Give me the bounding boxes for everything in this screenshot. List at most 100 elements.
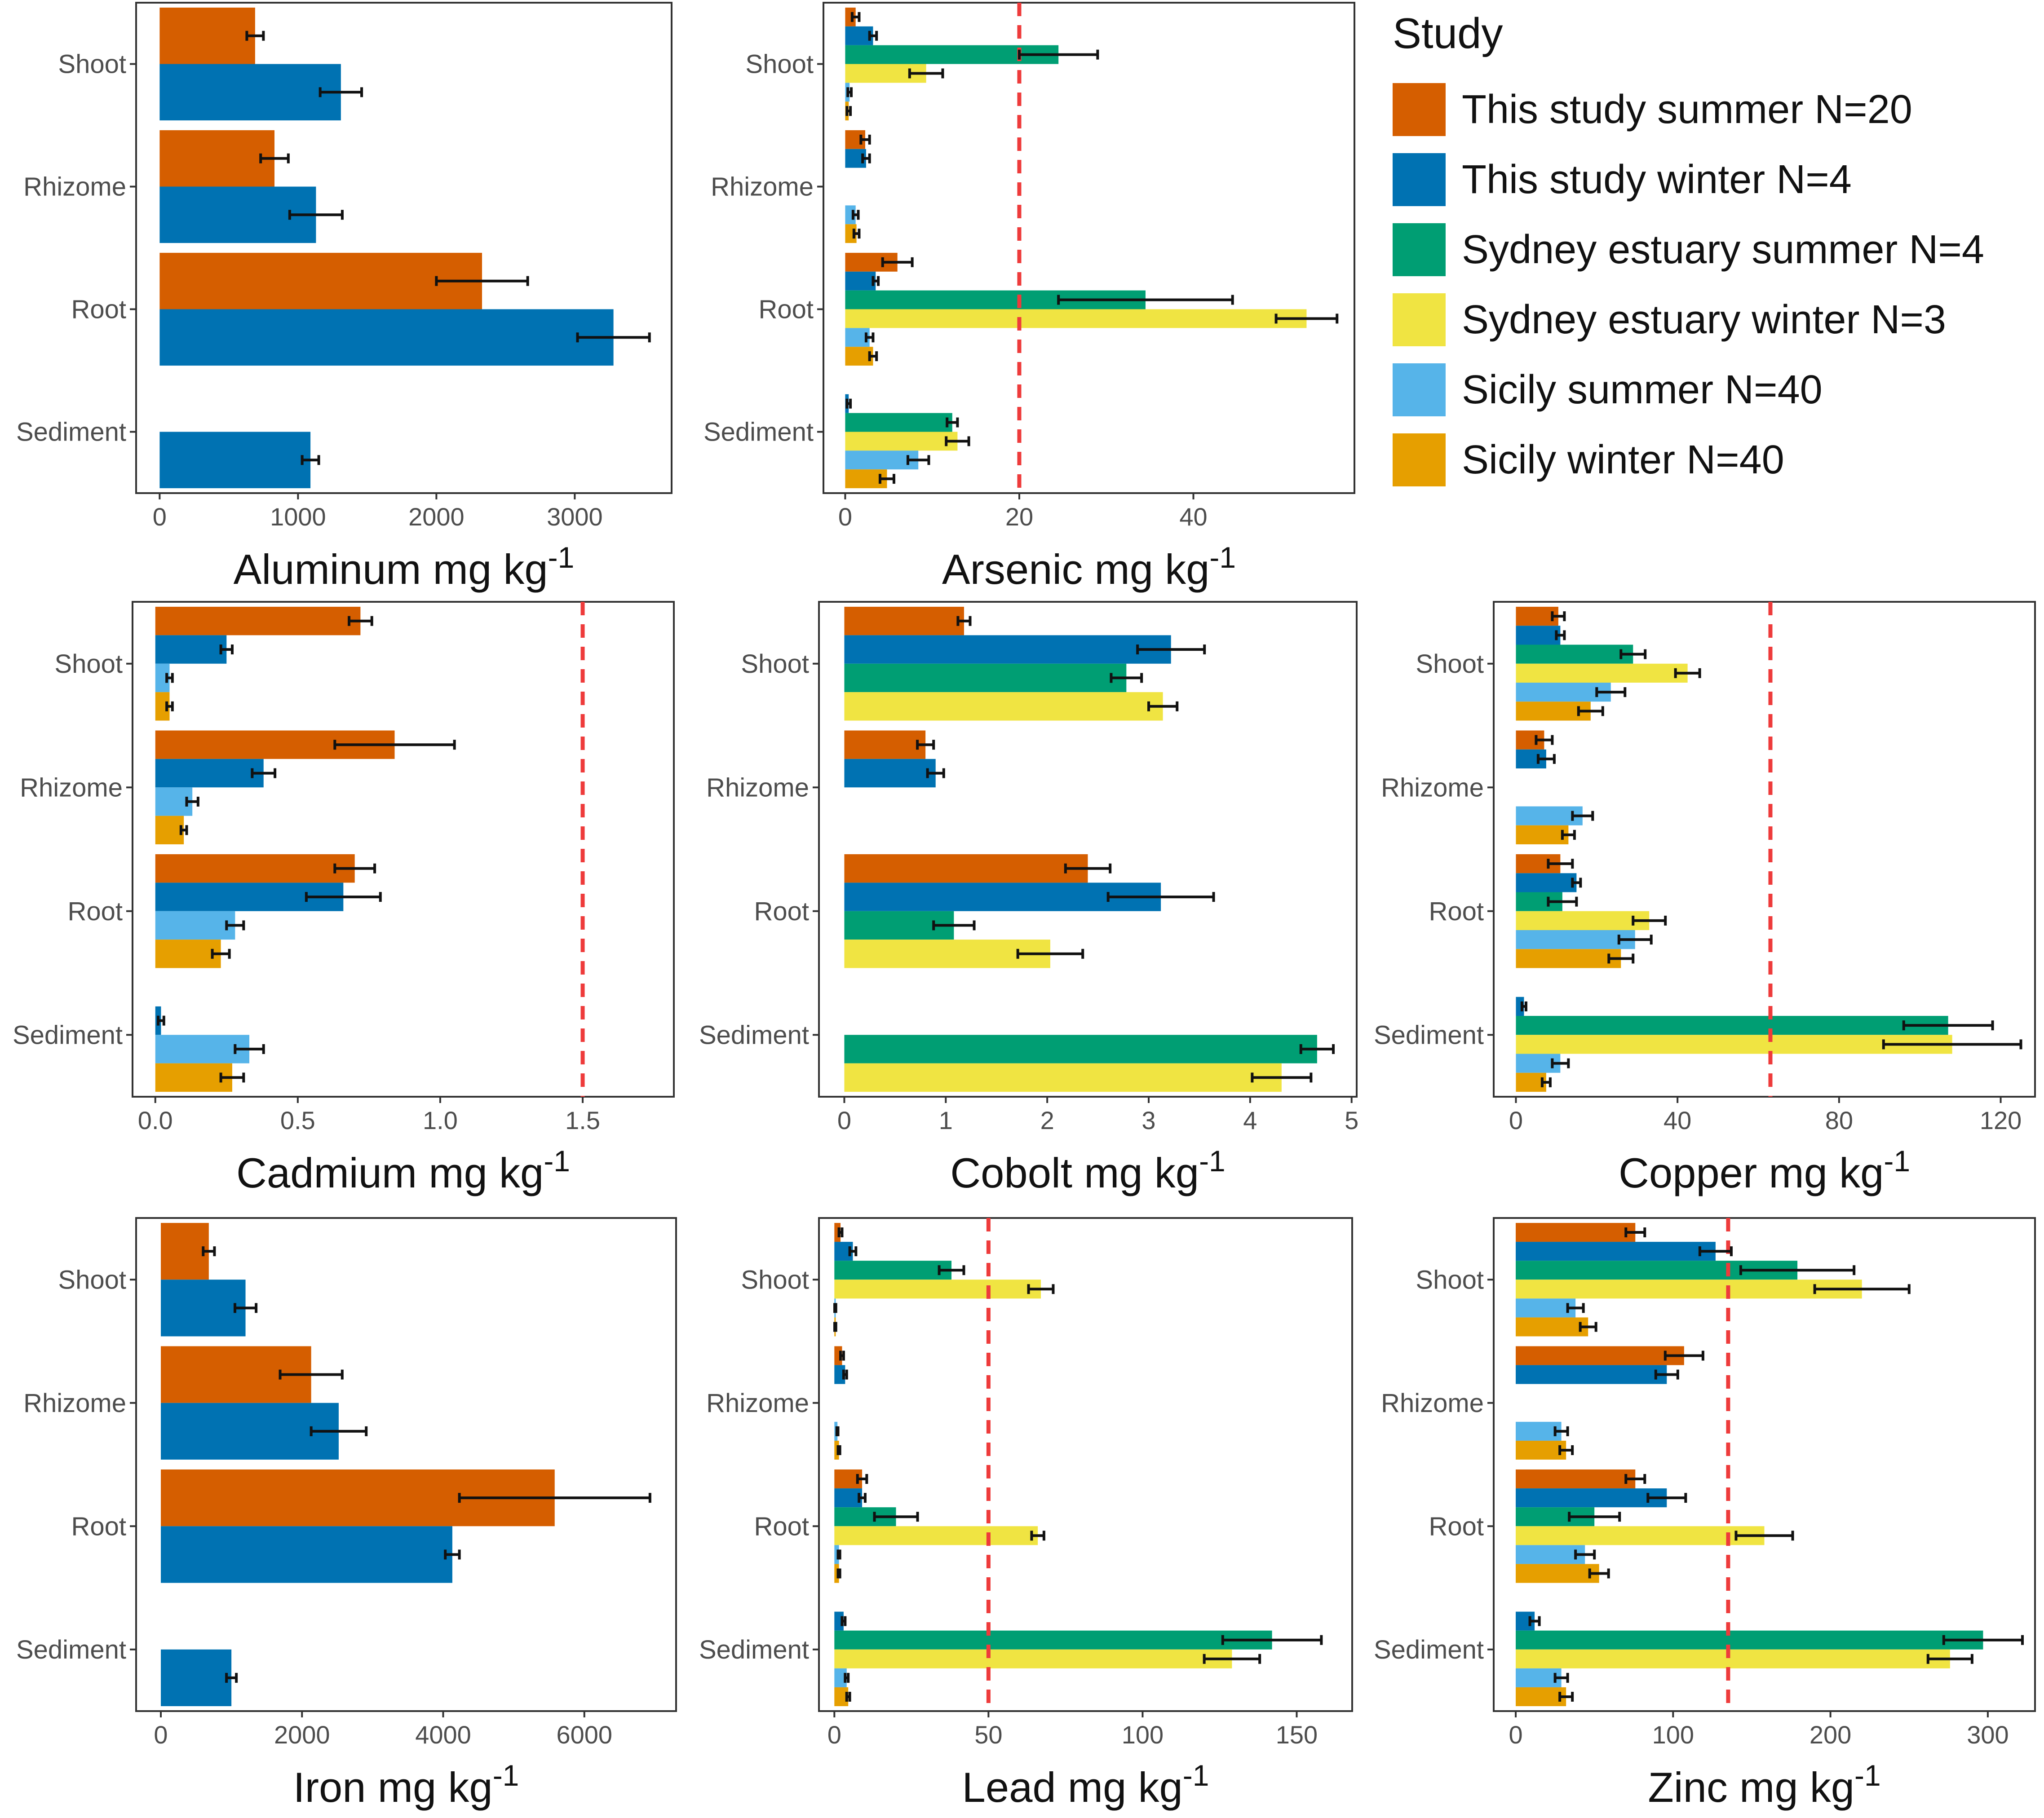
x-axis-title-exponent: -1 [544,1144,570,1178]
error-bar [848,1246,858,1257]
error-bar [878,474,895,484]
error-bar [310,1426,368,1436]
y-tick-label: Sediment [703,418,814,447]
y-tick-label: Shoot [741,649,809,679]
error-bar [1555,630,1566,640]
error-bar [845,1691,851,1702]
chart-panel: Shoot Rhizome Root Sediment 0 1 2 3 4 5 Cobolt mg … [699,601,1358,1196]
error-bar [945,436,970,446]
error-bar [1882,1039,2022,1050]
bar [834,1488,863,1508]
y-tick-label: Rhizome [1381,1389,1484,1418]
bar [844,635,1171,664]
bar [1516,1280,1862,1299]
bar [834,1280,1041,1299]
error-bar [1568,1512,1621,1522]
chart-panel: Shoot Rhizome Root Sediment 0 50 100 150 Lead mg… [699,1217,1353,1811]
x-axis-title: Cobolt mg kg-1 [950,1144,1226,1196]
error-bar [233,1303,258,1313]
error-bar [279,1369,344,1380]
chart-panel: Shoot Rhizome Root Sediment 0.0 0.5 1.0 1.5 Cadm… [13,601,675,1196]
chart-panel: Shoot Rhizome Root Sediment 0 2000 4000 6000 Iro… [16,1217,677,1811]
error-bar [1528,1616,1541,1626]
x-tick-label: 2 [1040,1106,1054,1134]
y-tick-label: Root [71,1512,126,1541]
error-bar [1299,1044,1335,1054]
y-tick-label: Root [1429,897,1484,926]
error-bar [872,276,880,286]
bar [1516,1298,1576,1318]
error-bar [845,106,852,116]
error-bar [1558,1691,1574,1702]
x-tick-label: 3 [1141,1106,1155,1134]
error-bar [333,863,376,874]
error-bar [1734,1531,1794,1541]
error-bar [1624,1474,1646,1484]
x-axis-title-main: Cobolt mg kg [950,1149,1199,1196]
bar [1516,1365,1667,1384]
error-bar [1274,313,1339,324]
error-bar [908,68,944,79]
x-axis-title: Copper mg kg-1 [1619,1144,1910,1196]
legend-label: Sydney estuary summer N=4 [1462,227,1984,272]
bar [844,1063,1282,1092]
y-tick-label: Rhizome [23,172,126,202]
error-bar [1016,949,1084,959]
bar [1516,1440,1566,1460]
y-tick-label: Root [758,295,814,324]
error-bar [1547,859,1574,869]
error-bar [844,1672,850,1683]
error-bar [165,701,174,711]
error-bar [839,1350,845,1361]
error-bar [1536,754,1556,764]
panel-frame [823,2,1355,494]
bar [845,450,919,470]
bar [160,1280,246,1337]
error-bar [1030,1531,1045,1541]
error-bar [234,1044,265,1054]
legend-label: This study summer N=20 [1462,87,1912,132]
error-bar [1018,49,1099,60]
bar [159,432,311,489]
x-tick-label: 150 [1276,1721,1318,1749]
x-axis-title: Aluminum mg kg-1 [234,541,575,593]
legend-swatch [1393,293,1446,346]
error-bar [1632,915,1667,926]
error-bar [851,210,860,220]
error-bar [165,673,174,683]
error-bar [946,417,959,428]
legend-item: This study summer N=20 [1393,75,2031,145]
error-bar [836,1568,841,1579]
error-bar [1561,830,1576,840]
legend-swatch [1393,153,1446,206]
error-bar [319,87,363,97]
bar [159,7,255,64]
legend-label: Sydney estuary winter N=3 [1462,297,1947,342]
error-bar [1147,701,1179,711]
error-bar [881,257,914,267]
bar [1516,1687,1566,1707]
error-bar [219,644,234,655]
error-bar [916,740,935,750]
chart-panel: Shoot Rhizome Root Sediment 0 1000 2000 3000 Alu… [16,2,672,593]
error-bar [202,1246,216,1257]
bar [159,252,482,309]
y-tick-label: Root [67,897,123,926]
bar [1516,626,1561,645]
error-bar [259,153,290,163]
bar [834,1526,1038,1545]
error-bar [852,229,861,239]
error-bar [288,210,344,220]
bar [1516,682,1611,702]
error-bar [926,768,945,778]
error-bar [868,351,878,362]
bar [1516,1526,1765,1545]
y-tick-label: Sediment [16,1635,126,1664]
x-axis-title-exponent: -1 [1854,1759,1881,1792]
x-tick-label: 2000 [408,503,465,531]
x-axis-title-main: Lead mg kg [962,1764,1183,1811]
x-axis-title-main: Copper mg kg [1619,1149,1884,1196]
error-bar [1064,863,1112,874]
bar [844,1035,1317,1063]
